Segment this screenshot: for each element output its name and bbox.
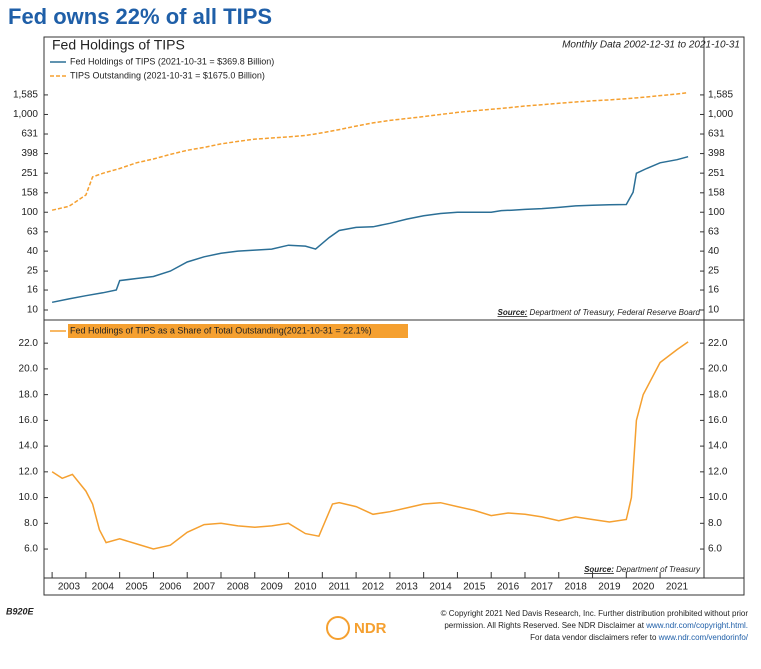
- y-tick-label-right: 14.0: [708, 441, 728, 452]
- x-tick-label: 2010: [294, 582, 317, 593]
- y-tick-label: 398: [21, 148, 38, 159]
- x-tick-label: 2019: [598, 582, 621, 593]
- y-tick-label-right: 398: [708, 148, 725, 159]
- y-tick-label: 18.0: [19, 389, 39, 400]
- copyright-text: For data vendor disclaimers refer to: [530, 633, 659, 642]
- copyright-link[interactable]: www.ndr.com/vendorinfo/: [658, 633, 749, 642]
- y-tick-label-right: 20.0: [708, 364, 728, 375]
- y-tick-label: 63: [27, 226, 39, 237]
- y-tick-label-right: 631: [708, 129, 725, 140]
- logo-icon: [326, 616, 350, 640]
- y-tick-label-right: 18.0: [708, 389, 728, 400]
- source-text: Department of Treasury, Federal Reserve …: [530, 308, 701, 317]
- chart-code: B920E: [6, 606, 35, 616]
- x-tick-label: 2013: [396, 582, 419, 593]
- logo-text: NDR: [354, 620, 387, 637]
- legend-label: Fed Holdings of TIPS (2021-10-31 = $369.…: [70, 56, 274, 66]
- y-tick-label: 16: [27, 285, 39, 296]
- source-label: Source:: [498, 308, 528, 317]
- y-tick-label-right: 16.0: [708, 415, 728, 426]
- y-tick-label: 631: [21, 129, 38, 140]
- x-tick-label: 2005: [125, 582, 148, 593]
- chart-subtitle: Monthly Data 2002-12-31 to 2021-10-31: [562, 40, 740, 51]
- y-tick-label: 251: [21, 168, 38, 179]
- source-text: Department of Treasury: [616, 565, 701, 574]
- x-tick-label: 2006: [159, 582, 182, 593]
- y-tick-label-right: 251: [708, 168, 725, 179]
- y-tick-label-right: 8.0: [708, 518, 722, 529]
- y-tick-label-right: 6.0: [708, 544, 722, 555]
- y-tick-label-right: 100: [708, 207, 725, 218]
- y-tick-label-right: 1,000: [708, 109, 733, 120]
- series-line: [51, 91, 689, 211]
- x-tick-label: 2014: [429, 582, 452, 593]
- series-line: [51, 155, 689, 304]
- chart-frame: [43, 36, 745, 596]
- y-tick-label: 25: [27, 266, 39, 277]
- x-tick-label: 2017: [531, 582, 554, 593]
- legend-label: Fed Holdings of TIPS as a Share of Total…: [70, 325, 372, 335]
- y-tick-label: 158: [21, 187, 38, 198]
- x-tick-label: 2015: [463, 582, 486, 593]
- source-label: Source:: [584, 565, 614, 574]
- y-tick-label: 100: [21, 207, 38, 218]
- y-tick-label: 16.0: [19, 415, 39, 426]
- logo: NDR: [326, 616, 387, 640]
- y-tick-label: 1,585: [13, 90, 38, 101]
- series-line: [51, 341, 689, 550]
- y-tick-label-right: 1,585: [708, 90, 733, 101]
- copyright-line: permission. All Rights Reserved. See NDR…: [444, 621, 748, 630]
- y-tick-label-right: 10.0: [708, 492, 728, 503]
- y-tick-label: 6.0: [24, 544, 38, 555]
- y-tick-label-right: 12.0: [708, 466, 728, 477]
- copyright-text: © Copyright 2021 Ned Davis Research, Inc…: [441, 609, 749, 618]
- y-tick-label: 20.0: [19, 364, 39, 375]
- y-tick-label: 14.0: [19, 441, 39, 452]
- copyright-text: permission. All Rights Reserved. See NDR…: [444, 621, 646, 630]
- y-tick-label-right: 63: [708, 226, 720, 237]
- copyright-line: For data vendor disclaimers refer to www…: [530, 633, 749, 642]
- x-tick-label: 2004: [92, 582, 115, 593]
- x-tick-label: 2008: [227, 582, 250, 593]
- chart-title: Fed Holdings of TIPS: [52, 37, 185, 53]
- y-tick-label: 8.0: [24, 518, 38, 529]
- page-title: Fed owns 22% of all TIPS: [8, 4, 272, 29]
- x-tick-label: 2007: [193, 582, 216, 593]
- y-tick-label-right: 16: [708, 285, 720, 296]
- legend-label: TIPS Outstanding (2021-10-31 = $1675.0 B…: [70, 70, 265, 80]
- x-tick-label: 2003: [58, 582, 81, 593]
- copyright-link[interactable]: www.ndr.com/copyright.html.: [645, 621, 748, 630]
- y-tick-label-right: 22.0: [708, 338, 728, 349]
- y-tick-label-right: 40: [708, 246, 720, 257]
- x-tick-label: 2021: [666, 582, 689, 593]
- y-tick-label: 40: [27, 246, 39, 257]
- y-tick-label-right: 10: [708, 305, 720, 316]
- legend-highlight: [68, 324, 408, 338]
- x-tick-label: 2012: [362, 582, 385, 593]
- y-tick-label-right: 158: [708, 187, 725, 198]
- y-tick-label: 12.0: [19, 466, 39, 477]
- x-tick-label: 2009: [261, 582, 284, 593]
- x-tick-label: 2016: [497, 582, 520, 593]
- y-tick-label-right: 25: [708, 266, 720, 277]
- x-tick-label: 2018: [565, 582, 588, 593]
- x-tick-label: 2011: [328, 582, 350, 593]
- y-tick-label: 10: [27, 305, 39, 316]
- source: Source: Department of Treasury: [584, 565, 701, 574]
- y-tick-label: 1,000: [13, 109, 38, 120]
- y-tick-label: 10.0: [19, 492, 39, 503]
- copyright-line: © Copyright 2021 Ned Davis Research, Inc…: [441, 609, 749, 618]
- x-tick-label: 2020: [632, 582, 655, 593]
- y-tick-label: 22.0: [19, 338, 39, 349]
- source: Source: Department of Treasury, Federal …: [498, 308, 701, 317]
